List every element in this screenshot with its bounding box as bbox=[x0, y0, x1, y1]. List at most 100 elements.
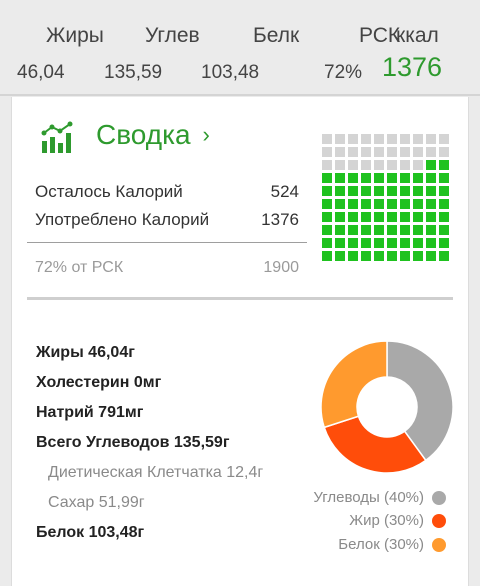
progress-cell bbox=[439, 225, 449, 235]
progress-cell bbox=[374, 147, 384, 157]
rsk-target-value: 1900 bbox=[263, 259, 299, 276]
progress-cell bbox=[348, 160, 358, 170]
carbs-value: 135,59 bbox=[104, 62, 163, 83]
progress-cell bbox=[361, 199, 371, 209]
progress-cell bbox=[426, 147, 436, 157]
progress-cell bbox=[426, 225, 436, 235]
progress-cell bbox=[439, 212, 449, 222]
progress-cell bbox=[387, 147, 397, 157]
progress-cell bbox=[361, 173, 371, 183]
progress-cell bbox=[322, 147, 332, 157]
progress-cell bbox=[400, 160, 410, 170]
progress-cell bbox=[374, 199, 384, 209]
progress-cell bbox=[413, 173, 423, 183]
chart-icon[interactable] bbox=[40, 121, 76, 153]
progress-cell bbox=[335, 212, 345, 222]
progress-cell bbox=[426, 238, 436, 248]
progress-cell bbox=[361, 134, 371, 144]
rsk-label: РСК bbox=[359, 24, 401, 47]
progress-cell bbox=[322, 173, 332, 183]
rsk-percent-label: 72% от РСК bbox=[35, 259, 124, 276]
progress-cell bbox=[439, 186, 449, 196]
progress-cell bbox=[400, 212, 410, 222]
progress-cell bbox=[348, 147, 358, 157]
fat-nutrient: Жиры 46,04г bbox=[36, 344, 135, 361]
legend-fat-label: Жир (30%) bbox=[349, 512, 424, 529]
progress-cell bbox=[400, 225, 410, 235]
progress-cell bbox=[322, 199, 332, 209]
donut-slice-carbs bbox=[386, 340, 454, 462]
progress-cell bbox=[361, 160, 371, 170]
protein-label: Белк bbox=[253, 24, 300, 47]
progress-cell bbox=[322, 212, 332, 222]
progress-cell bbox=[387, 238, 397, 248]
progress-cell bbox=[348, 173, 358, 183]
summary-title: Сводка bbox=[96, 119, 191, 150]
progress-cell bbox=[387, 251, 397, 261]
progress-cell bbox=[361, 147, 371, 157]
progress-cell bbox=[348, 225, 358, 235]
progress-cell bbox=[426, 134, 436, 144]
kcal-value: 1376 bbox=[382, 52, 443, 82]
progress-cell bbox=[374, 173, 384, 183]
progress-cell bbox=[361, 212, 371, 222]
remaining-row: Осталось Калорий 524 bbox=[35, 182, 299, 202]
progress-cell bbox=[387, 212, 397, 222]
progress-cell bbox=[348, 134, 358, 144]
macro-donut-chart bbox=[320, 340, 454, 474]
progress-cell bbox=[374, 212, 384, 222]
progress-cell bbox=[439, 199, 449, 209]
progress-cell bbox=[335, 160, 345, 170]
fat-value: 46,04 bbox=[17, 62, 65, 83]
progress-cell bbox=[348, 212, 358, 222]
progress-cell bbox=[374, 225, 384, 235]
progress-cell bbox=[374, 186, 384, 196]
macro-header: Жиры Углев Белк РСК ккал 46,04 135,59 10… bbox=[0, 0, 480, 95]
progress-cell bbox=[439, 251, 449, 261]
legend-protein-swatch bbox=[432, 537, 446, 552]
progress-cell bbox=[322, 160, 332, 170]
progress-cell bbox=[400, 199, 410, 209]
rsk-row: 72% от РСК 1900 bbox=[35, 259, 299, 277]
progress-cell bbox=[400, 186, 410, 196]
progress-cell bbox=[426, 199, 436, 209]
summary-link[interactable]: Сводка › bbox=[96, 119, 210, 151]
progress-cell bbox=[335, 225, 345, 235]
progress-cell bbox=[413, 238, 423, 248]
progress-cell bbox=[413, 186, 423, 196]
progress-cell bbox=[374, 251, 384, 261]
legend-protein: Белок (30%) bbox=[338, 536, 446, 553]
donut-slice-fat bbox=[323, 415, 427, 474]
carbs-label: Углев bbox=[145, 24, 200, 47]
protein-value: 103,48 bbox=[201, 62, 260, 83]
progress-cell bbox=[387, 173, 397, 183]
progress-cell bbox=[426, 251, 436, 261]
progress-cell bbox=[387, 186, 397, 196]
chevron-right-icon: › bbox=[202, 122, 210, 147]
legend-fat-swatch bbox=[432, 513, 446, 528]
progress-cell bbox=[335, 238, 345, 248]
progress-cell bbox=[348, 238, 358, 248]
progress-cell bbox=[439, 238, 449, 248]
progress-cell bbox=[426, 173, 436, 183]
sodium-nutrient: Натрий 791мг bbox=[36, 404, 144, 421]
progress-cell bbox=[335, 199, 345, 209]
progress-cell bbox=[361, 238, 371, 248]
progress-cell bbox=[439, 160, 449, 170]
progress-cell bbox=[439, 173, 449, 183]
progress-cell bbox=[374, 134, 384, 144]
progress-cell bbox=[335, 134, 345, 144]
progress-cell bbox=[413, 212, 423, 222]
progress-cell bbox=[426, 186, 436, 196]
progress-cell bbox=[348, 186, 358, 196]
progress-cell bbox=[413, 147, 423, 157]
progress-cell bbox=[322, 238, 332, 248]
total-carbs-nutrient: Всего Углеводов 135,59г bbox=[36, 434, 230, 451]
progress-cell bbox=[322, 225, 332, 235]
progress-cell bbox=[322, 134, 332, 144]
progress-cell bbox=[361, 225, 371, 235]
progress-cell bbox=[439, 147, 449, 157]
progress-cell bbox=[426, 160, 436, 170]
progress-cell bbox=[413, 199, 423, 209]
cholesterol-nutrient: Холестерин 0мг bbox=[36, 374, 162, 391]
